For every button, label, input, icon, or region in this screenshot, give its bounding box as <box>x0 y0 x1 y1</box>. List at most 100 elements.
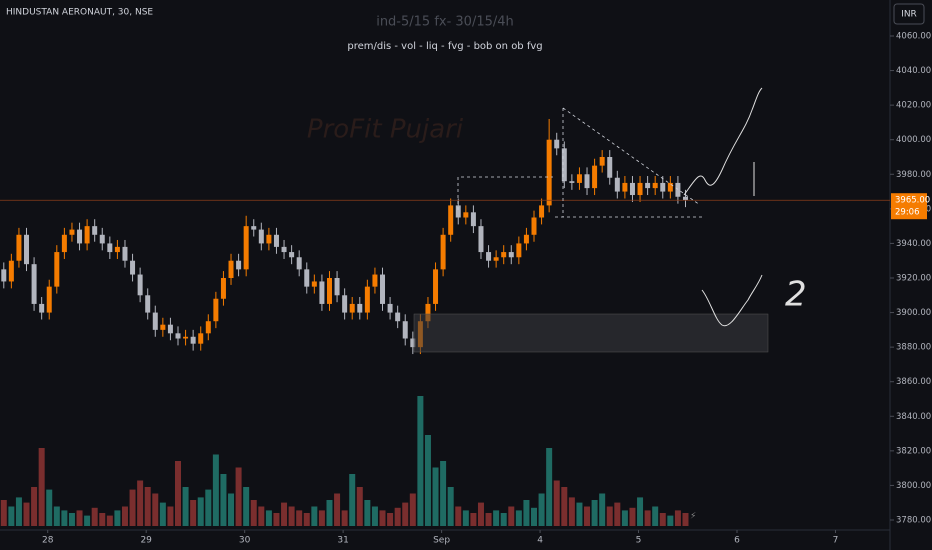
candle-body <box>273 234 279 247</box>
y-tick-label: 3800.00 <box>896 481 931 491</box>
volume-bar <box>652 506 659 526</box>
candle-body <box>228 260 234 278</box>
candle-body <box>599 157 605 166</box>
volume-bar <box>8 506 15 526</box>
volume-bar <box>402 502 409 526</box>
x-tick-label: 7 <box>833 536 839 546</box>
volume-bar <box>303 513 310 526</box>
y-tick-label: 3900.00 <box>896 308 931 318</box>
volume-bar <box>61 510 68 526</box>
volume-bar <box>447 487 454 526</box>
icon[interactable]: ⚡ <box>690 512 696 522</box>
currency[interactable]: INR <box>901 10 917 20</box>
candle-body <box>258 229 264 244</box>
volume-bar <box>205 489 212 526</box>
volume-bar <box>591 500 598 526</box>
volume-bar <box>175 461 181 526</box>
volume-bar <box>538 493 545 526</box>
candle-body <box>569 181 575 183</box>
volume-bar <box>500 513 507 526</box>
candle-body <box>508 252 514 258</box>
volume-bar <box>326 500 333 526</box>
candle-body <box>69 229 75 235</box>
volume-bar <box>296 510 303 526</box>
candle-body <box>130 260 136 275</box>
symbol: HINDUSTAN AERONAUT, 30, NSE <box>6 8 153 18</box>
volume-bar <box>674 510 681 526</box>
x-tick-label: Sep <box>433 536 450 546</box>
volume-bar <box>387 513 394 526</box>
y-tick-label: 3860.00 <box>896 377 931 387</box>
y-tick-label: 3820.00 <box>896 446 931 456</box>
volume-bar <box>349 474 356 526</box>
volume-bar <box>334 493 341 526</box>
volume-bar <box>629 507 636 526</box>
annotation: 2 <box>785 275 807 315</box>
candle-body <box>493 257 499 261</box>
candle-body <box>433 269 439 304</box>
candle-body <box>319 281 325 304</box>
candle-body <box>516 243 522 258</box>
volume-bar <box>250 500 257 526</box>
candle-body <box>554 139 560 149</box>
candle-body <box>281 246 287 253</box>
volume-bar <box>318 510 325 526</box>
volume-bar <box>235 467 242 526</box>
candle-body <box>478 226 484 253</box>
volume-bar <box>114 510 121 526</box>
volume-bar <box>379 510 386 526</box>
candle-body <box>220 278 226 299</box>
volume-bar <box>152 493 159 526</box>
candle-body <box>54 252 60 287</box>
volume-bar <box>182 487 189 526</box>
volume-bar <box>644 510 651 526</box>
candle-body <box>425 303 431 322</box>
candle-body <box>395 312 401 322</box>
volume-bar <box>508 506 515 526</box>
candle-body <box>213 298 219 322</box>
candle-body <box>410 338 416 348</box>
y-tick-label: 3920.00 <box>896 274 931 284</box>
y-tick-label: 4040.00 <box>896 66 931 76</box>
volume-bar <box>568 497 575 526</box>
volume-bar <box>561 487 568 526</box>
volume-bar <box>53 506 60 526</box>
volume-bar <box>364 500 371 526</box>
volume-bar <box>144 487 151 526</box>
y-tick-label: 3940.00 <box>896 239 931 249</box>
volume-bar <box>659 513 666 526</box>
volume-bar <box>606 506 613 526</box>
volume-bar <box>0 500 7 526</box>
y-tick-label: 4060.00 <box>896 32 931 42</box>
last-price-box <box>891 193 927 220</box>
candle-body <box>614 177 620 192</box>
volume-bar <box>31 487 38 526</box>
x-tick-label: 5 <box>636 536 642 546</box>
arrow-path-1 <box>683 87 763 196</box>
volume-bar <box>167 506 174 526</box>
candle-body <box>326 278 332 304</box>
candle-body <box>539 205 545 218</box>
volume-bar <box>477 502 484 526</box>
candle-body <box>304 269 310 287</box>
currency-box[interactable] <box>893 3 925 25</box>
volume-bar <box>576 502 583 526</box>
candle-body <box>455 205 461 218</box>
volume-bar <box>371 506 378 526</box>
watermark: ProFit Pujari <box>307 115 464 145</box>
candle-body <box>470 212 476 227</box>
drawings <box>457 107 702 218</box>
range-box <box>457 176 553 210</box>
volume-bar <box>621 510 628 526</box>
candle-body <box>152 312 158 330</box>
candle-body <box>77 229 83 244</box>
candle-body <box>667 182 673 192</box>
candle-body <box>311 281 317 287</box>
volume-bar <box>91 507 98 526</box>
volume-bar <box>190 500 197 526</box>
volume-bar <box>409 493 416 526</box>
countdown: 29:06 <box>895 208 920 218</box>
candle-body <box>402 321 408 339</box>
